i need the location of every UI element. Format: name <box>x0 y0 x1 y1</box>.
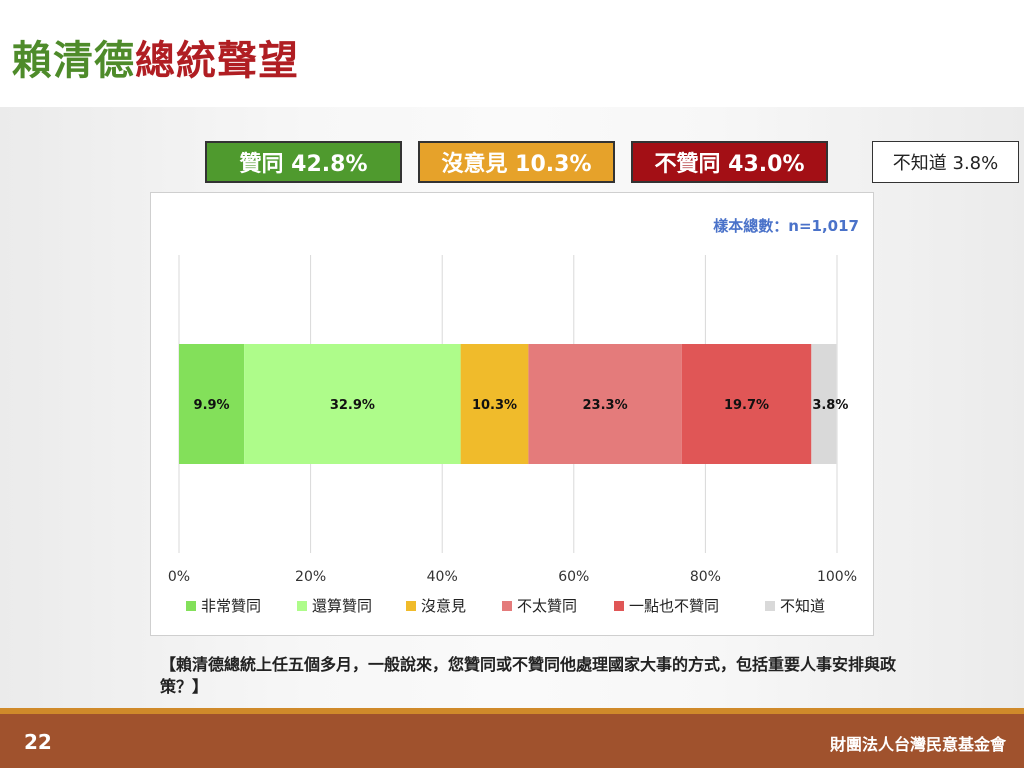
title-name: 賴清德 <box>12 38 135 84</box>
footer-accent-line <box>0 708 1024 714</box>
data-label: 9.9% <box>194 398 230 413</box>
x-tick-label: 60% <box>558 569 589 585</box>
legend-swatch <box>765 601 775 611</box>
legend-label: 還算贊同 <box>312 597 372 615</box>
summary-agree-box: 贊同 42.8% <box>205 141 402 183</box>
legend-label: 一點也不贊同 <box>629 597 719 615</box>
legend-label: 不知道 <box>780 597 825 615</box>
legend-swatch <box>406 601 416 611</box>
bar-segment <box>460 344 529 464</box>
sample-size-note: 樣本總數：n=1,017 <box>713 217 859 235</box>
legend-label: 不太贊同 <box>517 597 577 615</box>
organization-name: 財團法人台灣民意基金會 <box>829 735 1006 754</box>
legend-swatch <box>502 601 512 611</box>
data-label: 23.3% <box>583 398 628 413</box>
legend-label: 沒意見 <box>421 597 466 615</box>
bar-segment <box>244 344 461 464</box>
x-tick-label: 0% <box>168 569 190 585</box>
footer-bar: 22 財團法人台灣民意基金會 <box>0 714 1024 768</box>
bar-segment <box>179 344 245 464</box>
legend-swatch <box>297 601 307 611</box>
x-tick-label: 80% <box>690 569 721 585</box>
bar-segment <box>681 344 812 464</box>
summary-no-opinion-box: 沒意見 10.3% <box>418 141 615 183</box>
page-number: 22 <box>24 730 52 754</box>
x-tick-label: 100% <box>817 569 857 585</box>
survey-question: 【賴清德總統上任五個多月，一般說來，您贊同或不贊同他處理國家大事的方式，包括重要… <box>160 655 897 696</box>
legend-swatch <box>614 601 624 611</box>
summary-dont-know-box: 不知道 3.8% <box>872 141 1019 183</box>
data-label: 32.9% <box>330 398 375 413</box>
title-topic: 總統聲望 <box>135 38 299 84</box>
chart-panel: 0% 20% 40% 60% 80% 100% 樣本總數：n=1,017 9.9% 32.9% 1… <box>150 192 874 636</box>
stacked-bar-chart: 0% 20% 40% 60% 80% 100% 樣本總數：n=1,017 9.9% 32.9% 1… <box>168 217 859 615</box>
bar-segment <box>528 344 682 464</box>
legend-swatch <box>186 601 196 611</box>
data-label: 3.8% <box>812 398 848 413</box>
bar-segment <box>811 344 837 464</box>
data-label: 19.7% <box>724 398 769 413</box>
x-tick-label: 20% <box>295 569 326 585</box>
summary-disagree-box: 不贊同 43.0% <box>631 141 828 183</box>
data-label: 10.3% <box>472 398 517 413</box>
x-tick-label: 40% <box>427 569 458 585</box>
legend-label: 非常贊同 <box>201 597 261 615</box>
slide-title: 賴清德總統聲望 <box>12 28 299 86</box>
